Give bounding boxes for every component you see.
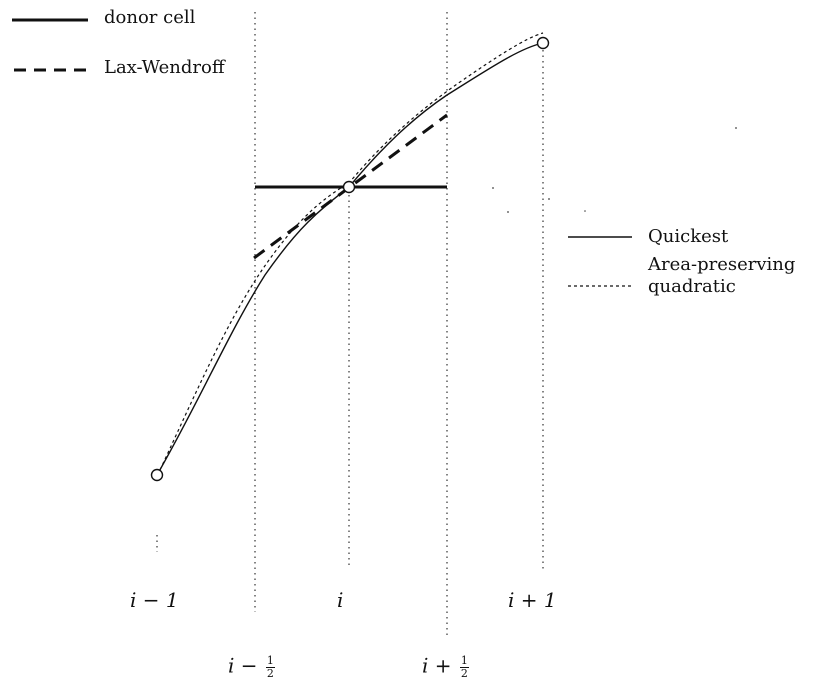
fraction-numerator: 1 (265, 654, 275, 668)
scan-specks (492, 127, 737, 213)
lax-wendroff-line (253, 113, 448, 260)
fraction-one-half: 1 2 (265, 654, 275, 680)
legend-area-preserving-label-line1: Area-preserving (648, 254, 796, 275)
point-i-plus-1 (536, 36, 550, 50)
legend-area-preserving-label-line2: quadratic (648, 276, 736, 297)
legend-lax-wendroff-label: Lax-Wendroff (104, 57, 225, 78)
cell-boundaries (156, 12, 544, 635)
point-i (342, 180, 356, 194)
label-i-plus-half-base: i + (422, 653, 452, 678)
label-i: i (337, 588, 344, 612)
label-i-minus-1: i − 1 (130, 588, 179, 612)
fraction-denominator: 2 (460, 666, 468, 680)
label-i-minus-half-base: i − (228, 653, 258, 678)
fraction-one-half: 1 2 (459, 654, 469, 680)
fraction-denominator: 2 (266, 666, 274, 680)
legend-quickest-label: Quickest (648, 226, 729, 247)
label-i-minus-half: i − 1 2 (228, 655, 275, 679)
area-preserving-curve (159, 32, 544, 471)
quickest-curve (156, 42, 544, 476)
label-i-plus-half: i + 1 2 (422, 655, 469, 679)
label-i-plus-1: i + 1 (508, 588, 557, 612)
point-i-minus-1 (150, 468, 164, 482)
legend-donor-cell-label: donor cell (104, 7, 196, 28)
fraction-numerator: 1 (459, 654, 469, 668)
